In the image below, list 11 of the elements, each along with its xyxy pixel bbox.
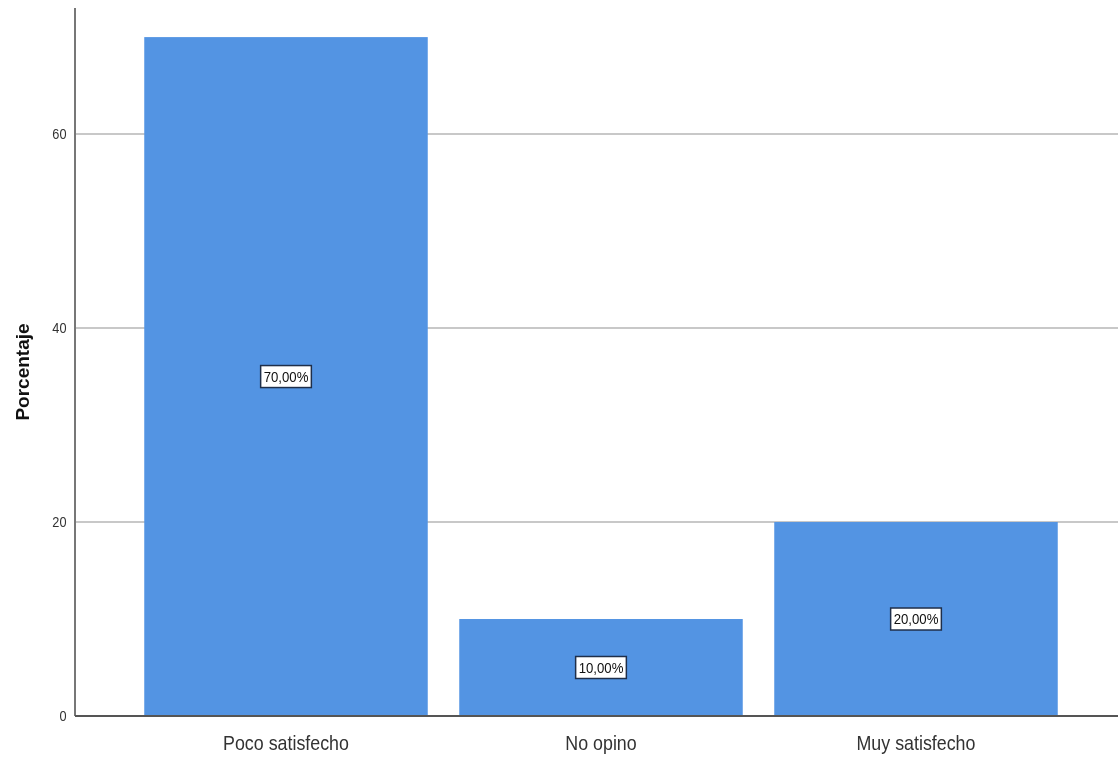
bar xyxy=(459,619,743,716)
x-tick-label: Poco satisfecho xyxy=(223,730,350,755)
x-tick-label: No opino xyxy=(565,730,637,755)
y-tick-label: 20 xyxy=(52,513,67,531)
y-tick-label: 60 xyxy=(52,125,67,143)
y-axis-title: Porcentaje xyxy=(12,323,33,421)
x-tick-label: Muy satisfecho xyxy=(856,730,976,755)
bar xyxy=(144,37,428,716)
y-tick-label: 0 xyxy=(59,707,67,725)
y-tick-label: 40 xyxy=(52,319,67,337)
bar xyxy=(774,522,1058,716)
